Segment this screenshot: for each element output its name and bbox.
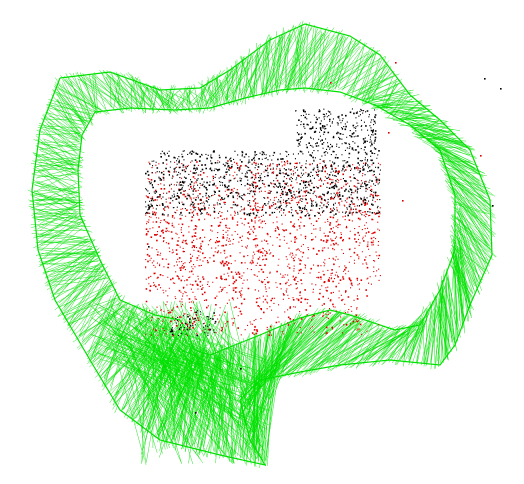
black-point-markers — [145, 108, 381, 217]
stray-points — [148, 62, 502, 414]
stray-point — [500, 88, 502, 90]
stray-point — [492, 205, 494, 207]
trajectory-outer-edge — [31, 23, 493, 466]
stray-point — [195, 412, 197, 414]
black-point-markers-lower — [170, 310, 217, 337]
black-point-cloud — [145, 108, 381, 337]
trajectory-line-mesh — [27, 20, 497, 468]
camera-trajectory-lines — [27, 20, 497, 468]
stray-point — [330, 82, 332, 84]
stray-point — [388, 132, 390, 134]
red-point-markers — [145, 160, 381, 337]
stray-point — [480, 155, 482, 157]
stray-point — [395, 62, 397, 64]
trajectory-inner-edge — [77, 87, 456, 356]
stray-point — [484, 78, 486, 80]
stray-point — [240, 368, 242, 370]
red-point-cloud — [145, 160, 381, 337]
stray-point — [402, 200, 404, 202]
stray-point — [148, 246, 150, 248]
